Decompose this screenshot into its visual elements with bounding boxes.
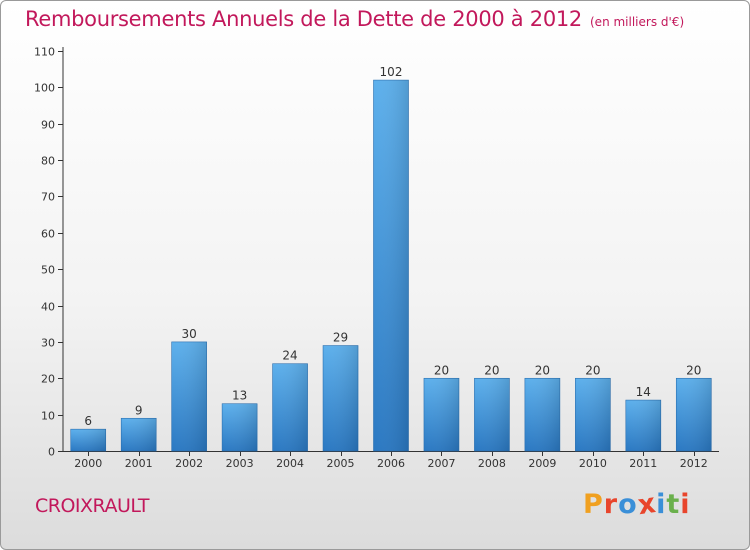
y-tick-label: 0 xyxy=(48,446,55,459)
y-tick-label: 60 xyxy=(41,228,55,241)
y-tick-label: 90 xyxy=(41,119,55,132)
logo-letter: r xyxy=(603,489,619,520)
bar-shade xyxy=(70,429,106,451)
x-tick-label: 2001 xyxy=(125,457,153,470)
data-label: 20 xyxy=(686,363,701,377)
bar-shade xyxy=(423,378,459,451)
y-axis: 0 10 20 30 40 50 60 70 80 90 100 110 xyxy=(34,46,64,459)
logo-letter: i xyxy=(656,489,667,520)
bar-shade xyxy=(171,341,207,451)
data-label: 24 xyxy=(282,349,297,363)
bar-shade xyxy=(373,80,409,451)
data-label: 20 xyxy=(434,363,449,377)
data-label: 14 xyxy=(636,385,651,399)
x-tick-label: 2009 xyxy=(528,457,556,470)
y-tick-label: 110 xyxy=(34,46,55,59)
bar-shade xyxy=(272,363,308,451)
y-tick-label: 10 xyxy=(41,410,55,423)
y-tick-label: 30 xyxy=(41,337,55,350)
data-label: 29 xyxy=(333,331,348,345)
logo-letter: x xyxy=(635,487,659,522)
y-tick-label: 70 xyxy=(41,191,55,204)
bar-shade xyxy=(676,378,712,451)
data-label: 30 xyxy=(182,327,197,341)
x-tick-label: 2000 xyxy=(74,457,102,470)
proxiti-logo[interactable]: Proxiti xyxy=(583,487,691,522)
commune-name: CROIXRAULT xyxy=(35,495,149,517)
data-label: 20 xyxy=(585,363,600,377)
data-labels: 6 9 30 13 24 29 102 20 20 20 20 14 20 xyxy=(84,65,701,428)
data-label: 102 xyxy=(380,65,403,79)
x-tick-label: 2008 xyxy=(478,457,506,470)
bar-shade xyxy=(121,418,157,451)
x-tick-label: 2007 xyxy=(427,457,455,470)
x-tick-label: 2005 xyxy=(327,457,355,470)
logo-letter: o xyxy=(618,489,638,520)
x-tick-label: 2006 xyxy=(377,457,405,470)
x-tick-label: 2011 xyxy=(629,457,657,470)
logo-letter: P xyxy=(583,489,604,520)
x-tick-label: 2003 xyxy=(226,457,254,470)
x-tick-label: 2010 xyxy=(579,457,607,470)
y-tick-label: 50 xyxy=(41,264,55,277)
x-tick-label: 2002 xyxy=(175,457,203,470)
bar-shade xyxy=(625,400,661,451)
data-label: 9 xyxy=(135,403,143,417)
logo-letter: i xyxy=(680,489,691,520)
data-label: 20 xyxy=(535,363,550,377)
y-tick-label: 100 xyxy=(34,82,55,95)
x-tick-label: 2004 xyxy=(276,457,304,470)
x-tick-label: 2012 xyxy=(680,457,708,470)
y-tick-label: 20 xyxy=(41,373,55,386)
chart-unit: (en milliers d'€) xyxy=(590,15,685,29)
y-tick-label: 40 xyxy=(41,301,55,314)
bar-shade xyxy=(524,378,560,451)
data-label: 6 xyxy=(84,414,92,428)
x-axis: 2000 2001 2002 2003 2004 2005 2006 2007 2008 2009… xyxy=(63,451,719,470)
data-label: 13 xyxy=(232,389,247,403)
title-row: Remboursements Annuels de la Dette de 20… xyxy=(25,7,684,31)
bars xyxy=(70,79,712,452)
bar-shade xyxy=(323,345,359,451)
chart-title: Remboursements Annuels de la Dette de 20… xyxy=(25,7,582,31)
logo-letter: t xyxy=(666,489,681,520)
bar-shade xyxy=(474,378,510,451)
y-tick-label: 80 xyxy=(41,155,55,168)
bar-shade xyxy=(222,403,258,451)
data-label: 20 xyxy=(484,363,499,377)
bar-shade xyxy=(575,378,611,451)
